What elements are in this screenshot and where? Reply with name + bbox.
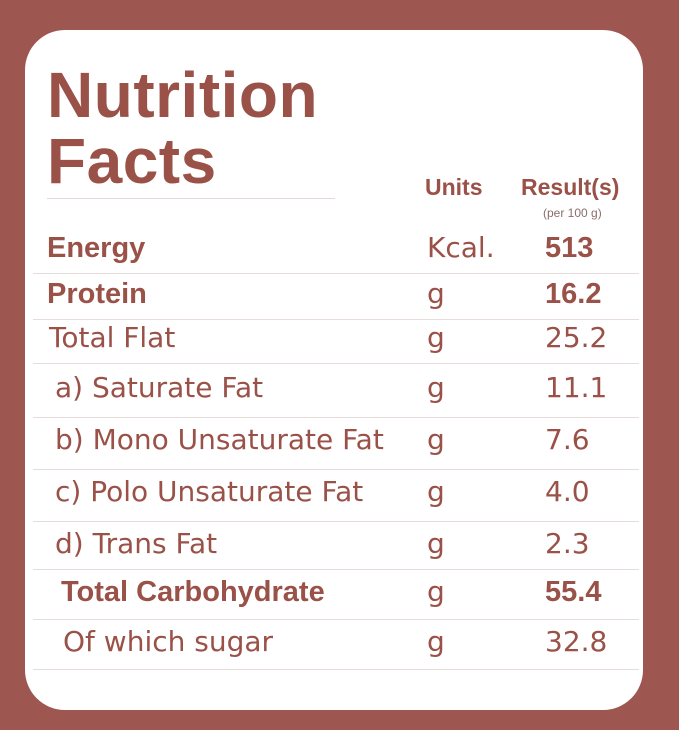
row-unit: g — [427, 475, 445, 508]
table-row: b) Mono Unsaturate Fat g 7.6 — [25, 418, 643, 470]
row-unit: g — [427, 625, 445, 658]
row-name: b) Mono Unsaturate Fat — [55, 423, 384, 456]
row-value: 11.1 — [545, 371, 608, 404]
table-row: Total Flat g 25.2 — [25, 316, 643, 364]
table-row: d) Trans Fat g 2.3 — [25, 522, 643, 570]
row-unit: g — [427, 423, 445, 456]
row-unit: g — [427, 277, 445, 310]
row-divider — [33, 319, 639, 320]
row-value: 25.2 — [545, 321, 608, 354]
row-name: d) Trans Fat — [55, 527, 218, 560]
row-unit: g — [427, 321, 445, 354]
row-divider — [33, 363, 639, 364]
title-line-1: Nutrition — [47, 59, 319, 131]
row-unit: g — [427, 527, 445, 560]
row-unit: g — [427, 371, 445, 404]
row-value: 32.8 — [545, 625, 608, 658]
result-subheader: (per 100 g) — [543, 206, 602, 220]
table-row: Of which sugar g 32.8 — [25, 620, 643, 670]
row-value: 4.0 — [545, 475, 590, 508]
row-value: 7.6 — [545, 423, 590, 456]
row-value: 2.3 — [545, 527, 590, 560]
row-name: Total Carbohydrate — [61, 576, 325, 608]
row-divider — [33, 619, 639, 620]
row-name: Total Flat — [49, 321, 176, 354]
row-unit: g — [427, 575, 445, 608]
row-name: Of which sugar — [63, 625, 274, 658]
row-value: 16.2 — [545, 278, 602, 310]
row-name: Energy — [47, 232, 146, 264]
row-divider — [33, 521, 639, 522]
row-value: 55.4 — [545, 576, 602, 608]
row-name: Protein — [47, 278, 147, 310]
row-value: 513 — [545, 232, 594, 264]
row-divider — [33, 669, 639, 670]
table-row: c) Polo Unsaturate Fat g 4.0 — [25, 470, 643, 522]
row-name: c) Polo Unsaturate Fat — [55, 475, 364, 508]
row-divider — [33, 417, 639, 418]
title-line-2: Facts — [47, 125, 217, 197]
row-divider — [33, 273, 639, 274]
table-row: Total Carbohydrate g 55.4 — [25, 570, 643, 620]
table-row: Energy Kcal. 513 — [25, 226, 643, 274]
units-header: Units — [425, 174, 483, 200]
table-row: Protein g 16.2 — [25, 272, 643, 320]
row-unit: Kcal. — [427, 231, 495, 264]
nutrition-card: Nutrition Facts Units Result(s) (per 100… — [25, 30, 643, 710]
table-row: a) Saturate Fat g 11.1 — [25, 366, 643, 418]
row-divider — [33, 469, 639, 470]
title-divider — [47, 198, 335, 199]
row-divider — [33, 569, 639, 570]
nutrition-title: Nutrition Facts — [47, 62, 318, 194]
row-name: a) Saturate Fat — [55, 371, 264, 404]
result-header: Result(s) — [521, 174, 620, 200]
